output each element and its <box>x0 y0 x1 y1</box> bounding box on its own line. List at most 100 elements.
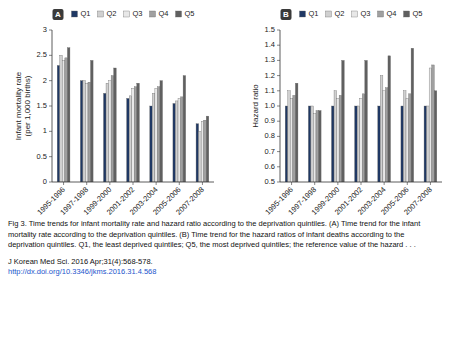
legend-label: Q1 <box>308 9 318 18</box>
bar <box>365 60 368 182</box>
y-tick-label: 2 <box>43 76 47 85</box>
bar <box>316 111 319 182</box>
link-text: http://dx.doi.org/10.3346/jkms.2016.31.4… <box>8 267 156 276</box>
legend-swatch <box>378 11 384 17</box>
bar <box>134 87 137 182</box>
bar <box>206 116 209 182</box>
panel-label-text: A <box>55 10 61 19</box>
legend-label: Q3 <box>132 9 142 18</box>
bar <box>313 114 316 182</box>
x-tick-label: 2007-2008 <box>174 185 206 217</box>
bar <box>357 106 360 182</box>
bar <box>137 83 140 182</box>
bar <box>378 106 381 182</box>
bar <box>65 58 68 182</box>
x-tick-label: 2007-2008 <box>402 185 434 217</box>
bar <box>201 121 204 182</box>
bar <box>331 106 334 182</box>
y-tick <box>49 55 52 56</box>
bar <box>103 93 106 182</box>
y-tick-label: 0.8 <box>265 131 275 140</box>
legend-label: Q1 <box>80 9 90 18</box>
panel-label-text: B <box>283 10 289 19</box>
y-tick <box>277 75 280 76</box>
caption-text: mortality rate according to the deprivat… <box>8 230 404 239</box>
x-tick <box>314 182 315 185</box>
x-tick <box>430 182 431 185</box>
bars <box>57 48 209 182</box>
bar <box>150 106 153 182</box>
bar <box>178 98 181 182</box>
background <box>0 0 450 338</box>
y-axis-label: Infant mortality rate <box>14 71 23 140</box>
x-tick <box>86 182 87 185</box>
y-tick-label: 0.5 <box>265 177 275 186</box>
legend-swatch <box>351 11 357 17</box>
bar <box>380 76 383 182</box>
legend-swatch <box>71 11 77 17</box>
bar <box>334 91 337 182</box>
y-tick-label: 0.5 <box>37 152 47 161</box>
y-tick <box>49 131 52 132</box>
bar <box>57 65 60 182</box>
bar <box>160 81 163 182</box>
bar <box>132 88 135 182</box>
bar <box>293 95 296 182</box>
legend: Q1Q2Q3Q4Q5 <box>299 9 422 18</box>
legend-swatch <box>176 11 182 17</box>
y-tick <box>277 45 280 46</box>
y-tick-label: 3 <box>43 25 47 34</box>
bar <box>129 96 132 182</box>
bar <box>183 76 186 182</box>
y-tick <box>277 106 280 107</box>
legend-label: Q4 <box>159 9 169 18</box>
bar <box>62 60 65 182</box>
bar <box>427 106 430 182</box>
y-tick-label: 1.4 <box>265 40 275 49</box>
legend: Q1 Q2 Q3 Q4 Q5 <box>71 9 194 18</box>
y-tick-label: 0.7 <box>265 147 275 156</box>
bar <box>383 91 386 182</box>
bar <box>83 81 86 182</box>
x-tick <box>407 182 408 185</box>
bar <box>362 94 365 182</box>
bar <box>80 81 83 182</box>
bar <box>155 88 158 182</box>
y-axis-label: Hazard ratio <box>251 84 260 128</box>
bar <box>319 111 322 182</box>
bar <box>109 81 112 182</box>
legend-label: Q2 <box>334 9 344 18</box>
caption-text: deprivation quintiles. Q1, the least dep… <box>8 240 416 249</box>
panel-label: B <box>281 9 292 20</box>
x-tick <box>156 182 157 185</box>
legend-label: Q4 <box>387 9 397 18</box>
y-tick <box>277 121 280 122</box>
bar <box>401 106 404 182</box>
bar <box>288 91 291 182</box>
y-tick <box>49 106 52 107</box>
x-tick <box>291 182 292 185</box>
x-tick <box>337 182 338 185</box>
y-tick <box>277 182 280 183</box>
y-tick-label: 2.5 <box>37 50 47 59</box>
y-axis-label: (per 1,000 births) <box>23 75 32 136</box>
legend-swatch <box>404 11 410 17</box>
x-tick <box>133 182 134 185</box>
bar <box>106 83 109 182</box>
y-tick-label: 0.6 <box>265 162 275 171</box>
bar <box>204 120 207 182</box>
y-tick-label: 1.5 <box>265 25 275 34</box>
bar <box>111 76 114 182</box>
y-tick-label: 1.5 <box>37 101 47 110</box>
y-tick <box>49 30 52 31</box>
bar <box>127 98 130 182</box>
bar <box>199 131 202 182</box>
panel-label-box <box>53 9 64 20</box>
x-tick <box>109 182 110 185</box>
legend-label: Q2 <box>106 9 116 18</box>
bar <box>385 88 388 182</box>
legend-label: Q3 <box>360 9 370 18</box>
y-tick-label: 0.9 <box>265 116 275 125</box>
legend-label: Q5 <box>185 9 195 18</box>
bar <box>91 60 94 182</box>
